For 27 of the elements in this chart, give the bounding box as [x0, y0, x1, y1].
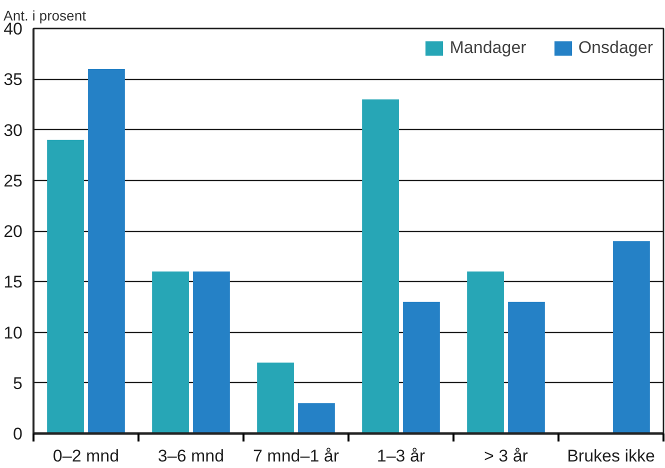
- legend-label: Mandager: [450, 38, 526, 58]
- y-tick-label: 20: [4, 222, 23, 241]
- x-tick-label: 1–3 år: [376, 446, 426, 466]
- bar: [298, 403, 335, 434]
- legend-label: Onsdager: [578, 38, 653, 58]
- x-tick-label: 3–6 mnd: [158, 446, 224, 466]
- bar: [467, 272, 504, 434]
- y-tick-label: 15: [4, 272, 23, 292]
- bar: [403, 302, 440, 434]
- bar: [362, 99, 399, 434]
- bar: [508, 302, 545, 434]
- bar: [193, 272, 230, 434]
- y-tick-label: 35: [4, 70, 23, 90]
- y-tick-label: 5: [13, 374, 23, 393]
- y-tick-label: 25: [4, 171, 23, 190]
- x-tick-label: Brukes ikke: [567, 446, 655, 466]
- y-tick-label: 0: [13, 424, 23, 444]
- bar: [88, 69, 125, 434]
- y-tick-label: 10: [4, 323, 23, 342]
- x-tick-label: > 3 år: [484, 446, 528, 466]
- x-tick-label: 0–2 mnd: [52, 446, 120, 466]
- bar: [47, 140, 84, 434]
- bar: [152, 272, 189, 434]
- bar: [613, 241, 650, 434]
- x-tick-label: 7 mnd–1 år: [253, 446, 340, 466]
- y-tick-label: 30: [4, 120, 23, 140]
- bar: [257, 362, 294, 434]
